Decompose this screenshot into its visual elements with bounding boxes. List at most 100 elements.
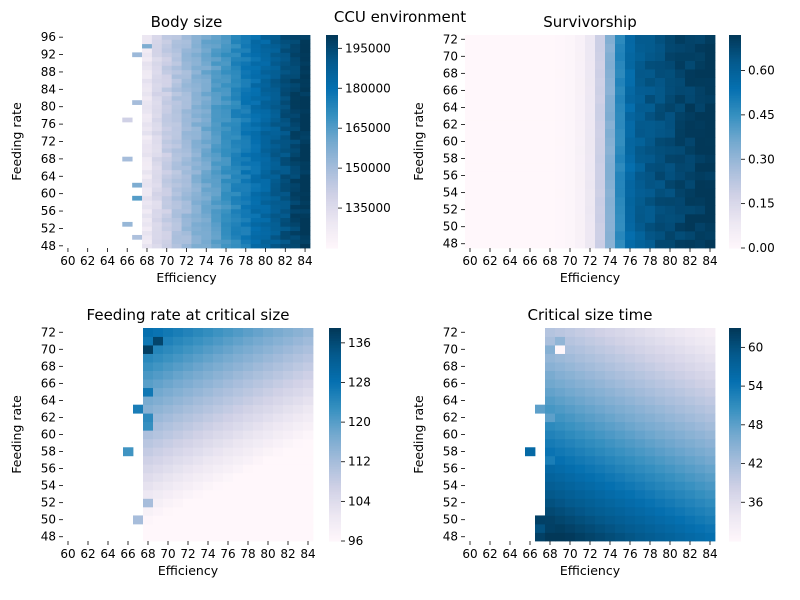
heatmap-cell [233,438,244,448]
heatmap-cell [635,379,646,389]
heatmap-cell [191,121,202,127]
heatmap-cell [615,413,626,423]
colorbar-segment [329,393,341,396]
heatmap-cell [142,178,153,184]
x-tick-label: 76 [622,547,637,561]
heatmap-cell [173,447,184,457]
colorbar-segment [329,445,341,448]
heatmap-cell [230,204,242,210]
heatmap-cell [201,226,212,232]
colorbar-segment [329,462,341,466]
colorbar-segment [729,230,741,233]
heatmap-cell [151,43,163,49]
heatmap-cell [705,205,716,215]
heatmap-cell [695,438,706,448]
heatmap-cell [615,396,626,406]
colorbar-segment [326,196,338,199]
heatmap-cell [555,370,566,380]
colorbar-segment [729,100,741,103]
x-tick-label: 80 [662,547,677,561]
colorbar-segment [729,416,741,420]
heatmap-cell [211,61,222,66]
heatmap-cell [153,455,164,465]
heatmap-cell [535,111,546,121]
colorbar-segment [729,507,741,510]
heatmap-cell [181,52,192,58]
colorbar-segment [729,335,741,338]
heatmap-cell [223,481,234,491]
heatmap-cell [201,39,212,45]
heatmap-cell [515,77,526,87]
heatmap-cell [300,226,311,232]
colorbar-segment [729,56,741,59]
heatmap-cell [555,387,566,397]
heatmap-cell [230,208,242,214]
heatmap-cell [191,234,202,240]
heatmap-cell [515,154,526,164]
heatmap-cell [655,532,666,542]
colorbar-segment [729,155,741,158]
heatmap-cell [263,328,274,337]
heatmap-cell [475,162,486,172]
heatmap-cell [685,94,696,104]
colorbar-tick-label: 195000 [345,41,391,55]
colorbar-segment [729,361,741,364]
heatmap-cell [585,86,596,96]
heatmap-cell [695,111,706,121]
heatmap-cell [161,69,173,75]
heatmap-cell [575,464,586,474]
colorbar-segment [326,93,338,96]
heatmap-cell [132,100,143,105]
colorbar-segment [329,528,341,531]
heatmap-cell [695,145,706,155]
heatmap-cell [515,128,526,138]
heatmap-cell [605,60,616,70]
y-tick-label: 50 [41,513,56,527]
heatmap-cell [695,353,706,363]
colorbar-segment [329,368,341,372]
heatmap-cell [221,204,232,210]
heatmap-cell [142,152,153,158]
colorbar-segment [326,244,338,247]
heatmap-cell [290,91,301,97]
heatmap-cell [211,178,222,184]
heatmap-cell [163,472,174,482]
heatmap-cell [675,413,686,423]
heatmap-cell [625,94,636,104]
heatmap-cell [525,103,536,113]
heatmap-cell [685,404,696,414]
heatmap-cell [575,86,586,96]
colorbar-segment [326,56,338,59]
heatmap-cell [240,148,252,153]
heatmap-cell [585,464,596,474]
heatmap-cell [253,396,264,406]
heatmap-cell [211,152,222,158]
heatmap-cell [171,65,182,71]
heatmap-cell [515,111,526,121]
heatmap-cell [151,134,163,140]
heatmap-cell [705,213,716,223]
heatmap-cell [565,353,576,363]
heatmap-cell [535,515,546,525]
heatmap-cell [230,69,242,75]
heatmap-cell [303,336,314,346]
heatmap-cell [303,413,314,423]
heatmap-cell [300,148,311,153]
heatmap-cell [495,128,506,138]
colorbar-segment [326,136,338,139]
colorbar-segment [329,507,341,510]
heatmap-cell [605,532,616,542]
heatmap-cell [303,506,314,516]
heatmap-cell [565,421,576,431]
heatmap-cell [635,430,646,440]
heatmap-cell [270,91,281,97]
colorbar-segment [729,514,741,517]
colorbar-segment [729,496,741,499]
heatmap-cell [163,353,174,363]
colorbar-segment [329,489,341,492]
heatmap-cell [675,387,686,397]
heatmap-cell [300,221,311,227]
heatmap-cell [535,213,546,223]
heatmap-cell [595,111,606,121]
heatmap-cell [153,472,164,482]
